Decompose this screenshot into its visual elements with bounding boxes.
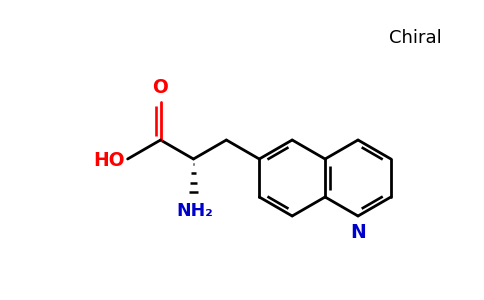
Text: NH₂: NH₂ [176,202,213,220]
Text: N: N [350,223,366,242]
Text: Chiral: Chiral [389,29,441,47]
Text: O: O [152,78,168,97]
Text: HO: HO [93,151,125,169]
